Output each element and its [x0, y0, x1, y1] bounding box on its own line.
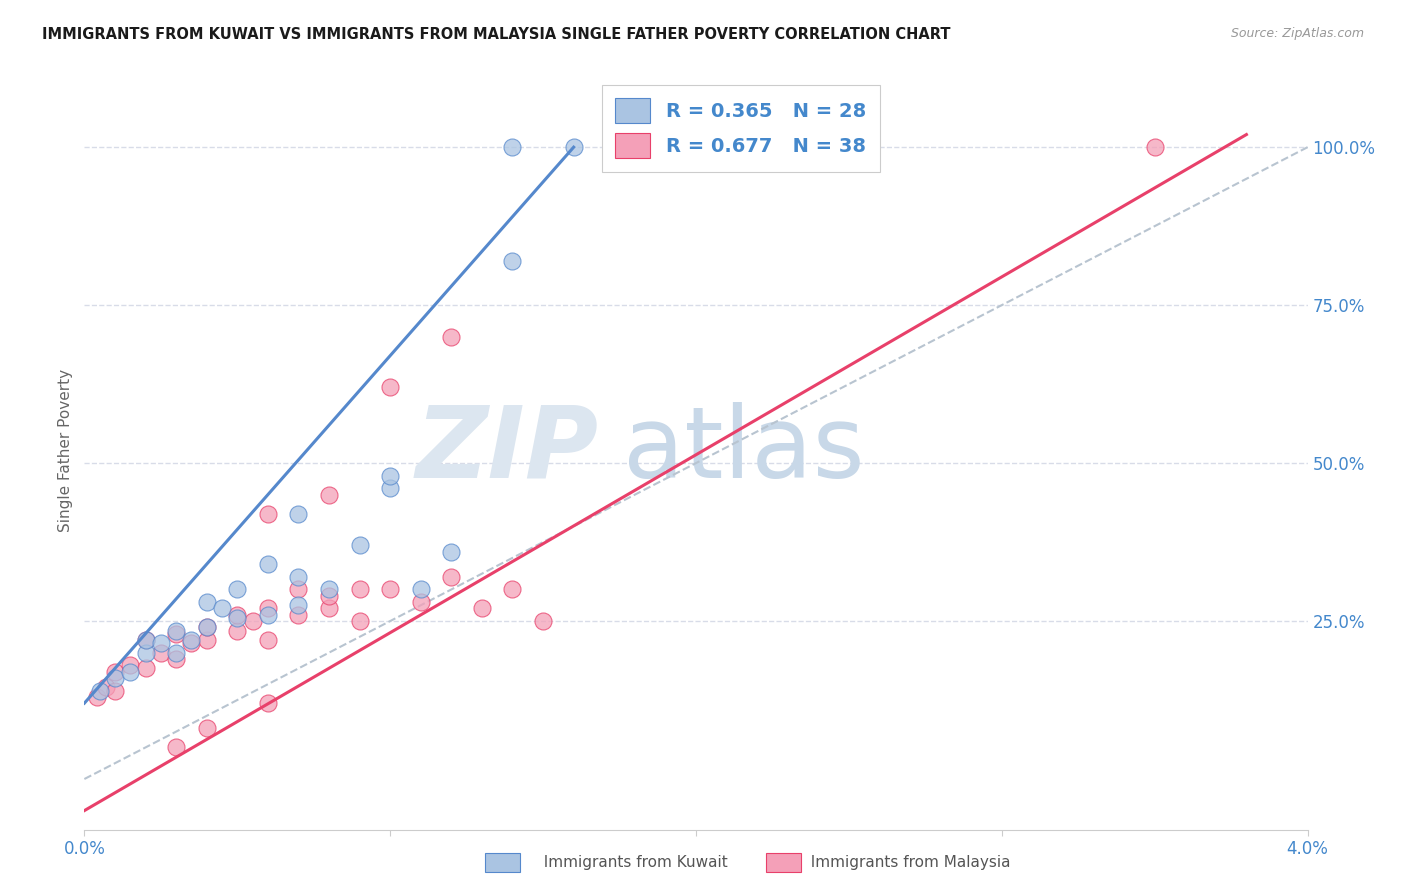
Point — [149, 636, 172, 650]
Point — [135, 661, 157, 675]
Point — [409, 582, 432, 597]
Point — [380, 482, 402, 496]
Point — [165, 624, 187, 638]
Point — [257, 696, 280, 710]
Point — [226, 611, 249, 625]
Point — [380, 468, 402, 483]
Point — [195, 620, 218, 634]
Point — [287, 570, 309, 584]
Point — [380, 380, 402, 394]
Point — [180, 636, 202, 650]
Point — [195, 595, 218, 609]
Point — [380, 582, 402, 597]
Point — [120, 658, 142, 673]
Legend: R = 0.365   N = 28, R = 0.677   N = 38: R = 0.365 N = 28, R = 0.677 N = 38 — [602, 85, 880, 172]
Point — [257, 507, 280, 521]
Point — [287, 599, 309, 613]
Point — [226, 607, 249, 622]
Point — [104, 671, 127, 685]
Point — [502, 254, 524, 268]
Point — [180, 633, 202, 648]
Point — [257, 601, 280, 615]
Text: IMMIGRANTS FROM KUWAIT VS IMMIGRANTS FROM MALAYSIA SINGLE FATHER POVERTY CORRELA: IMMIGRANTS FROM KUWAIT VS IMMIGRANTS FRO… — [42, 27, 950, 42]
Point — [502, 582, 524, 597]
Point — [135, 633, 157, 648]
Point — [104, 683, 127, 698]
Point — [242, 614, 264, 628]
Point — [165, 740, 187, 755]
Point — [318, 589, 340, 603]
Point — [94, 681, 117, 695]
Point — [409, 595, 432, 609]
Point — [120, 665, 142, 679]
Point — [135, 646, 157, 660]
Point — [349, 582, 371, 597]
Text: ZIP: ZIP — [415, 402, 598, 499]
Point — [349, 614, 371, 628]
Point — [195, 633, 218, 648]
Text: atlas: atlas — [623, 402, 865, 499]
Point — [86, 690, 108, 704]
Point — [257, 557, 280, 572]
Point — [287, 507, 309, 521]
Point — [195, 620, 218, 634]
Point — [257, 633, 280, 648]
Point — [135, 633, 157, 648]
Point — [1143, 140, 1166, 154]
Point — [531, 614, 554, 628]
Point — [104, 665, 127, 679]
Point — [471, 601, 494, 615]
Point — [165, 652, 187, 666]
Point — [440, 544, 463, 558]
Point — [226, 624, 249, 638]
Point — [318, 488, 340, 502]
Text: Immigrants from Malaysia: Immigrants from Malaysia — [801, 855, 1011, 870]
Point — [89, 683, 111, 698]
Point — [165, 646, 187, 660]
Point — [165, 626, 187, 640]
Point — [287, 607, 309, 622]
Point — [195, 722, 218, 736]
Point — [440, 570, 463, 584]
Point — [502, 140, 524, 154]
Point — [440, 330, 463, 344]
Text: Immigrants from Kuwait: Immigrants from Kuwait — [534, 855, 728, 870]
Point — [211, 601, 233, 615]
Point — [318, 601, 340, 615]
Point — [318, 582, 340, 597]
Point — [562, 140, 585, 154]
Y-axis label: Single Father Poverty: Single Father Poverty — [58, 369, 73, 532]
Point — [149, 646, 172, 660]
Point — [287, 582, 309, 597]
Point — [226, 582, 249, 597]
Text: Source: ZipAtlas.com: Source: ZipAtlas.com — [1230, 27, 1364, 40]
Point — [257, 607, 280, 622]
Point — [349, 538, 371, 552]
